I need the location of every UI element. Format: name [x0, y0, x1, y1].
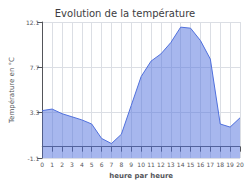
- svg-text:7: 7: [110, 161, 114, 168]
- svg-text:12.1: 12.1: [26, 19, 40, 26]
- svg-text:11: 11: [147, 161, 155, 168]
- svg-text:3: 3: [70, 161, 74, 168]
- svg-text:Température en °C: Température en °C: [8, 57, 16, 124]
- svg-text:17: 17: [207, 161, 215, 168]
- svg-text:19: 19: [226, 161, 234, 168]
- svg-text:4: 4: [80, 161, 84, 168]
- svg-text:13: 13: [167, 161, 175, 168]
- svg-text:0: 0: [40, 161, 44, 168]
- svg-text:15: 15: [187, 161, 195, 168]
- svg-text:7.7: 7.7: [30, 64, 40, 71]
- svg-text:6: 6: [100, 161, 104, 168]
- svg-text:8: 8: [119, 161, 123, 168]
- svg-text:1: 1: [50, 161, 54, 168]
- svg-text:5: 5: [90, 161, 94, 168]
- svg-text:14: 14: [177, 161, 185, 168]
- svg-text:2: 2: [60, 161, 64, 168]
- svg-text:16: 16: [197, 161, 205, 168]
- svg-text:Evolution de la température: Evolution de la température: [55, 8, 195, 19]
- svg-text:heure par heure: heure par heure: [109, 172, 173, 180]
- svg-text:10: 10: [137, 161, 145, 168]
- svg-text:20: 20: [236, 161, 244, 168]
- svg-text:18: 18: [216, 161, 224, 168]
- svg-text:12: 12: [157, 161, 165, 168]
- svg-text:9: 9: [129, 161, 133, 168]
- svg-text:-1.1: -1.1: [28, 155, 40, 162]
- svg-text:3.3: 3.3: [30, 109, 40, 116]
